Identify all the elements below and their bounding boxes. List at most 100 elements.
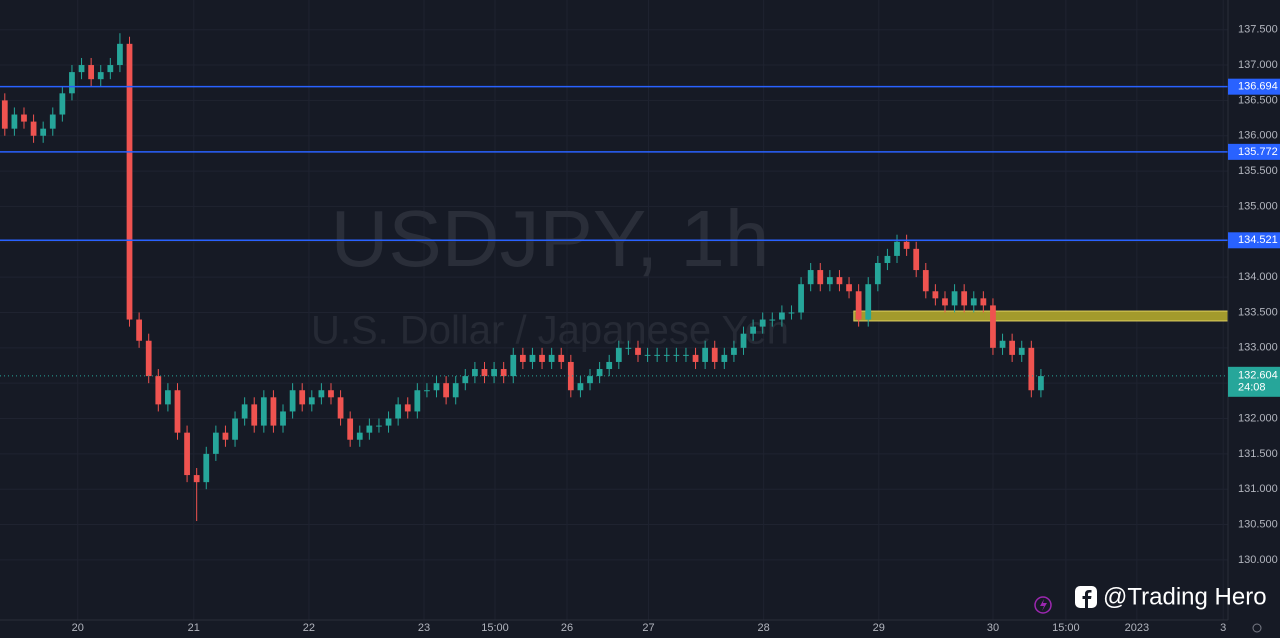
candle-body [193,475,200,483]
candle-body [270,397,277,426]
candle-body [826,277,833,285]
candle-body [385,418,392,426]
candle-body [97,72,104,80]
candle-body [759,319,766,327]
candle-body [404,404,411,412]
candle-body [740,333,747,348]
x-tick-label: 3 [1220,622,1226,634]
candle-body [606,361,613,370]
candle-body [519,354,526,362]
candle-body [174,390,181,433]
candle-body [49,114,56,129]
candle-body [635,347,641,355]
candle-body [692,354,699,362]
candle-body [1028,347,1035,391]
candle-body [788,312,795,314]
candle-body [251,404,258,426]
candle-body [654,354,661,356]
alert-bolt [1040,599,1047,611]
candle-body [999,340,1006,348]
y-tick-label: 131.500 [1238,448,1278,460]
credit: @Trading Hero [1103,583,1267,610]
candle-body [865,284,872,320]
candle-body [855,291,862,320]
x-tick-label: 2023 [1125,622,1149,634]
watermark-subtitle: U.S. Dollar / Japanese Yen [311,309,789,353]
y-tick-label: 130.500 [1238,518,1278,530]
y-tick-label: 137.000 [1238,59,1278,71]
candle-body [155,376,162,405]
candle-body [424,390,430,392]
candle-body [529,354,536,362]
candle-body [769,319,776,321]
y-tick-label: 131.000 [1238,483,1278,495]
candle-body [88,65,95,80]
countdown: 24:08 [1238,382,1266,394]
x-tick-label: 28 [758,622,770,634]
y-tick-label: 135.000 [1238,200,1278,212]
level-label: 134.521 [1238,234,1278,246]
y-tick-label: 134.000 [1238,271,1278,283]
candle-body [30,121,37,136]
candle-body [126,43,133,320]
candle-body [980,298,987,306]
candle-body [443,383,449,398]
candle-body [40,128,47,136]
candle-body [750,326,756,334]
candle-body [462,376,469,384]
candle-body [500,369,507,377]
candle-body [414,390,421,412]
x-tick-label: 27 [642,622,654,634]
candle-body [433,383,440,391]
candle-body [711,347,718,362]
candle-body [951,291,958,306]
candle-body [942,298,948,306]
candle-body [539,354,545,362]
candle-body [817,270,824,285]
candle-body [1018,347,1025,355]
candle-body [990,305,996,348]
y-tick-label: 137.500 [1238,24,1278,36]
candle-body [145,340,152,377]
candle-body [807,270,814,285]
grid [0,0,1228,620]
level-label: 136.694 [1238,81,1278,93]
candle-body [117,43,123,66]
candle-body [222,432,229,440]
candle-body [913,248,920,271]
candle-body [491,369,497,377]
alert-icon[interactable] [1034,596,1052,614]
candle-body [136,319,142,341]
candle-body [721,354,728,362]
x-tick-label: 22 [303,622,315,634]
x-tick-label: 29 [873,622,885,634]
candle-body [1,100,8,129]
y-tick-label: 133.000 [1238,342,1278,354]
candle-body [683,354,689,356]
current-price-tag [1228,366,1280,397]
candle-body [846,284,852,292]
level-label: 135.772 [1238,146,1278,158]
candle-body [203,453,210,483]
candle-body [59,93,66,115]
candle-body [558,354,565,362]
y-tick-label: 130.000 [1238,554,1278,566]
y-tick-label: 135.500 [1238,165,1278,177]
candle-body [903,241,910,249]
settings-icon[interactable] [1252,623,1262,633]
candle-body [299,390,306,405]
candle-body [337,397,344,419]
current-price-label: 132.604 [1238,370,1278,382]
x-tick-label: 15:00 [1052,622,1080,634]
candle-body [702,347,709,362]
facebook-f [1082,590,1092,608]
candle-body [280,411,286,426]
candle-body [663,354,670,356]
plot [0,33,1229,522]
candle-body [615,347,622,362]
candle-body [961,291,968,306]
candle-body [922,270,929,292]
candle-body [874,262,881,285]
x-tick-label: 26 [561,622,573,634]
y-tick-label: 136.500 [1238,94,1278,106]
